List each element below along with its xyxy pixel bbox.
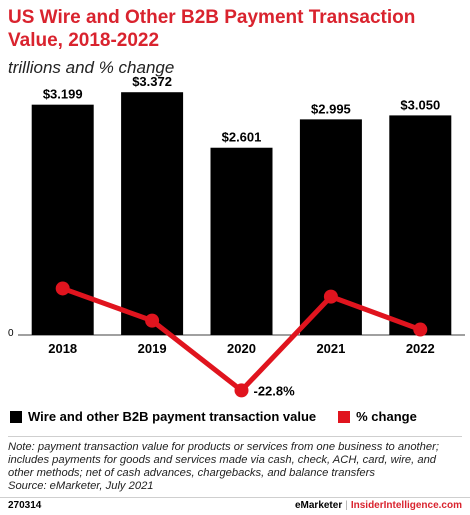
x-tick-2019: 2019 <box>138 341 167 356</box>
bar-value-label: $3.050 <box>400 97 440 112</box>
divider-bottom <box>0 497 470 498</box>
zero-tick-label: 0 <box>8 328 14 339</box>
bar-2018 <box>31 104 94 335</box>
pct-change-point <box>55 281 70 296</box>
chart-title: US Wire and Other B2B Payment Transactio… <box>8 7 416 51</box>
chart-id: 270314 <box>8 500 42 511</box>
legend-swatch-red <box>338 410 351 423</box>
pct-change-label: 18.4% <box>44 262 81 277</box>
pct-change-point <box>234 383 249 398</box>
legend-label-change: % change <box>356 409 417 424</box>
legend-swatch-black <box>10 410 22 423</box>
note-text: Note: payment transaction value for prod… <box>8 441 439 479</box>
brand-insider-intelligence: InsiderIntelligence.com <box>350 500 462 511</box>
bar-2022 <box>389 115 452 336</box>
x-tick-2021: 2021 <box>316 341 345 356</box>
pct-change-point <box>413 322 428 337</box>
pct-change-point <box>145 313 160 328</box>
bar-value-label: $2.601 <box>222 130 262 145</box>
legend-item-change: % change <box>338 409 417 424</box>
bars-layer: $3.199 $3.372 $2.601 $2.995 $3.050 <box>31 74 452 336</box>
brand-emarketer: eMarketer <box>294 500 343 511</box>
pct-change-point <box>323 289 338 304</box>
pct-change-label: 5.4% <box>137 295 167 310</box>
source-text: Source: eMarketer, July 2021 <box>8 480 154 492</box>
pct-change-label: 1.8% <box>405 304 435 319</box>
brand-separator: | <box>345 500 348 511</box>
brand: eMarketer | InsiderIntelligence.com <box>295 500 462 511</box>
legend: Wire and other B2B payment transaction v… <box>10 409 439 424</box>
pct-change-label: 15.1% <box>312 271 349 286</box>
bar-value-label: $2.995 <box>311 101 351 116</box>
combo-chart: $3.199 $3.372 $2.601 $2.995 $3.050 0 18.4% 5.… <box>8 74 465 398</box>
legend-item-value: Wire and other B2B payment transaction v… <box>10 409 316 424</box>
x-tick-2022: 2022 <box>406 341 435 356</box>
bar-2020 <box>210 147 273 335</box>
footer: 270314 eMarketer | InsiderIntelligence.com <box>8 500 462 514</box>
x-tick-2018: 2018 <box>48 341 77 356</box>
bar-value-label: $3.199 <box>43 87 83 102</box>
line-layer: 18.4% 5.4% -22.8% 15.1% 1.8% <box>44 262 435 398</box>
footnote: Note: payment transaction value for prod… <box>8 441 464 493</box>
legend-label-value: Wire and other B2B payment transaction v… <box>28 409 317 424</box>
chart-subtitle: trillions and % change <box>8 58 175 77</box>
bar-2019 <box>121 92 184 335</box>
pct-change-label: -22.8% <box>254 383 296 398</box>
x-tick-2020: 2020 <box>227 341 256 356</box>
divider <box>8 436 462 437</box>
x-tick-labels: 2018 2019 2020 2021 2022 <box>48 341 435 356</box>
bar-value-label: $3.372 <box>132 74 172 89</box>
